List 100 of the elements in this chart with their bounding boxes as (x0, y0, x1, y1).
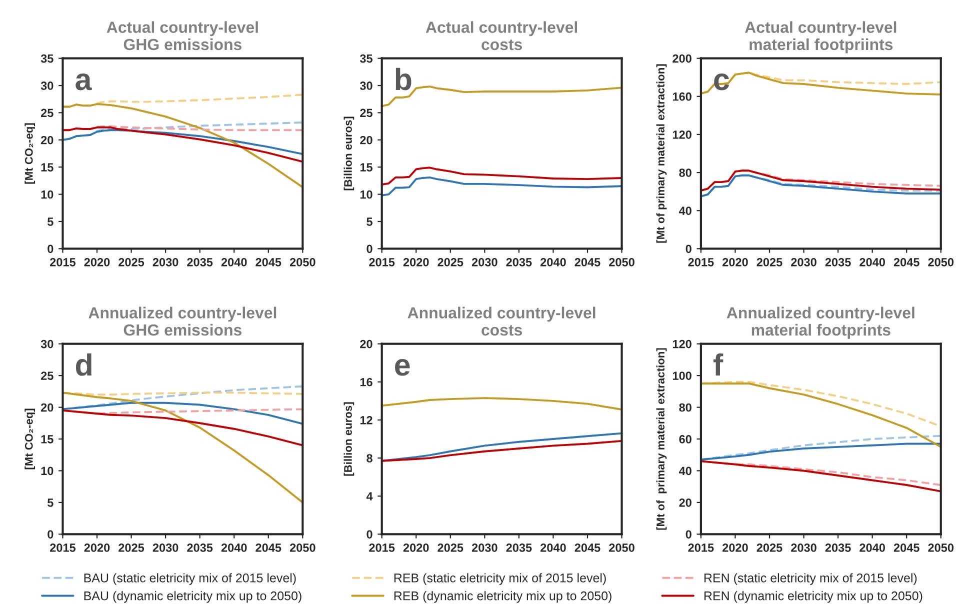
x-tick-label: 2040 (540, 544, 566, 552)
x-tick-label: 2015 (50, 258, 76, 266)
x-tick-label: 2025 (756, 258, 782, 266)
y-tick-label: 8 (366, 454, 372, 462)
y-tick-label: 0 (686, 530, 692, 539)
y-tick-label: 16 (360, 378, 372, 386)
x-tick-label: 2030 (472, 258, 498, 266)
x-tick-label: 2035 (506, 544, 532, 552)
legend-label: REB (static eletricity mix of 2015 level) (394, 573, 606, 585)
y-tick-label: 15 (41, 435, 54, 444)
x-tick-label: 2020 (403, 258, 429, 266)
x-tick-label: 2040 (860, 258, 885, 266)
x-tick-label: 2045 (574, 544, 600, 552)
annotation: d (76, 353, 92, 376)
x-tick-label: 2040 (860, 544, 885, 552)
x-tick-label: 2030 (791, 258, 816, 266)
line-series (62, 103, 303, 188)
x-tick-label: 2025 (118, 258, 144, 266)
chart-title: Actual country-level GHG emissions (106, 21, 258, 50)
x-tick-label: 2020 (84, 544, 110, 552)
y-axis-title: [Billion euros] (344, 116, 354, 190)
y-tick-label: 0 (48, 530, 54, 539)
x-tick-label: 2015 (688, 544, 714, 552)
x-tick-label: 2025 (438, 258, 464, 266)
y-tick-label: 30 (40, 82, 54, 90)
x-tick-label: 2050 (609, 544, 634, 552)
y-tick-label: 20 (40, 136, 54, 144)
y-tick-label: 5 (366, 218, 372, 226)
chart-title: Annualized country-level material footprints (726, 306, 914, 339)
y-tick-label: 120 (672, 130, 692, 139)
x-tick-label: 2040 (221, 258, 247, 266)
y-tick-label: 12 (360, 416, 372, 424)
legend-label: REB (dynamic eletricity mix up to 2050) (394, 591, 612, 603)
y-tick-label: 40 (678, 206, 692, 215)
line-series (382, 176, 622, 196)
chart-title: Annualized country-level GHG emissions (88, 306, 276, 336)
y-tick-label: 80 (679, 403, 692, 412)
y-axis-title: [Mt CO₂-eq] (24, 123, 36, 184)
y-tick-label: 35 (40, 54, 54, 63)
x-tick-label: 2035 (187, 544, 213, 552)
annotation: a (76, 74, 92, 90)
x-tick-label: 2025 (756, 544, 782, 552)
y-tick-label: 100 (672, 372, 692, 380)
x-tick-label: 2045 (894, 258, 920, 266)
x-tick-label: 2020 (84, 258, 110, 266)
x-tick-label: 2025 (438, 544, 464, 552)
chart-title: Actual country-level material footpriints (744, 21, 896, 54)
x-tick-label: 2050 (928, 258, 954, 266)
line-series (382, 166, 622, 186)
y-axis-title: [Mt of primary material extraction] (656, 348, 667, 530)
line-series (700, 460, 941, 492)
line-series (700, 170, 941, 192)
y-tick-label: 30 (360, 82, 372, 90)
annotation: b (396, 68, 412, 90)
annotation: f (713, 353, 724, 376)
y-tick-label: 20 (360, 136, 372, 144)
x-tick-label: 2020 (722, 544, 748, 552)
x-tick-label: 2015 (50, 544, 76, 552)
legend-label: REN (dynamic eletricity mix up to 2050) (704, 591, 922, 603)
line-series (700, 382, 941, 448)
y-tick-label: 15 (360, 163, 372, 172)
y-tick-label: 4 (366, 492, 373, 500)
y-tick-label: 80 (679, 168, 692, 177)
x-tick-label: 2015 (688, 258, 714, 266)
x-tick-label: 2050 (290, 544, 316, 552)
x-tick-label: 2015 (369, 544, 395, 552)
x-tick-label: 2030 (152, 258, 178, 266)
y-axis-title: [Billion euros] (344, 402, 354, 476)
y-tick-label: 20 (40, 403, 54, 412)
y-tick-label: 30 (40, 340, 54, 348)
x-tick-label: 2050 (290, 258, 316, 266)
line-series (700, 174, 941, 198)
line-series (700, 442, 941, 461)
line-series (62, 409, 303, 446)
legend-label: REN (static eletricity mix of 2015 level) (704, 573, 917, 585)
y-tick-label: 160 (672, 92, 692, 101)
x-tick-label: 2035 (825, 258, 851, 266)
line-series (382, 440, 622, 462)
y-tick-label: 25 (360, 108, 372, 118)
y-tick-label: 5 (47, 218, 54, 226)
x-tick-label: 2045 (574, 258, 600, 266)
x-tick-label: 2030 (791, 544, 816, 552)
y-axis-title: [Mt of primary material extraction] (656, 64, 667, 243)
y-axis-title: [Mt CO₂-eq] (24, 408, 36, 470)
x-tick-label: 2045 (256, 258, 282, 266)
y-tick-label: 25 (40, 372, 54, 380)
y-tick-label: 15 (41, 163, 54, 172)
y-tick-label: 25 (40, 108, 54, 118)
y-tick-label: 60 (679, 435, 692, 444)
legend-label: BAU (dynamic eletricity mix up to 2050) (84, 591, 302, 603)
line-series (62, 129, 303, 156)
x-tick-label: 2050 (609, 258, 634, 266)
x-tick-label: 2015 (369, 258, 395, 266)
chart-title: Actual country-level costs (426, 21, 578, 50)
x-tick-label: 2050 (928, 544, 954, 552)
chart-title: Annualized country-level costs (408, 306, 596, 336)
y-tick-label: 35 (360, 54, 372, 63)
x-tick-label: 2020 (403, 544, 429, 552)
y-tick-label: 10 (360, 190, 372, 199)
y-tick-label: 120 (672, 340, 692, 348)
